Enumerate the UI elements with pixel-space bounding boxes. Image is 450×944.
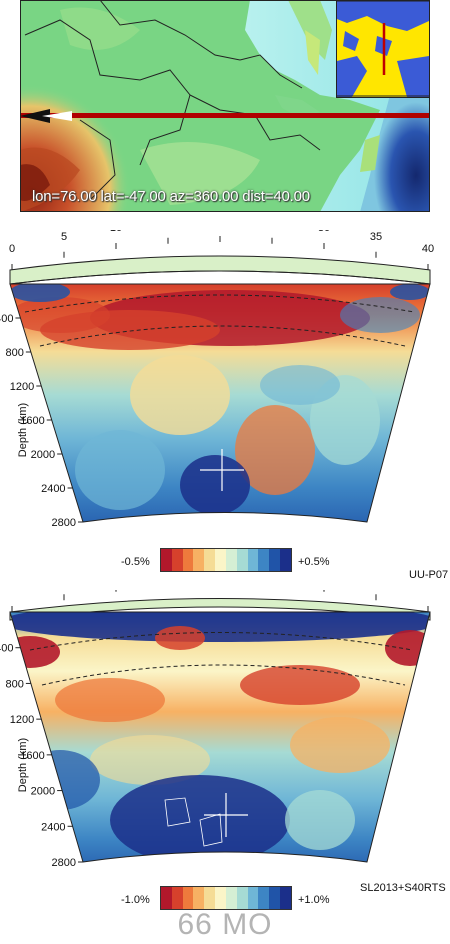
top-axis-tick: 40 — [422, 243, 434, 255]
top-axis-tick: 35 — [370, 231, 382, 243]
colorbar-swatch — [204, 549, 216, 571]
depth-tick-label: 2400 — [41, 483, 65, 495]
colorbar-1 — [160, 548, 292, 572]
depth-tick-label: 1600 — [20, 750, 44, 762]
colorbar-swatch — [236, 887, 248, 909]
inset-graphic — [337, 1, 429, 97]
colorbar-2 — [160, 886, 292, 910]
cross-section-2-graphic: 400 800 1200 1600 2000 2400 2800 Depth (km) — [0, 590, 431, 869]
depth-tick-label: 2000 — [31, 449, 55, 461]
depth-tick-label: 2800 — [52, 517, 76, 529]
map-caption: lon=76.00 lat=-47.00 az=360.00 dist=40.0… — [32, 188, 310, 205]
cross-section-1: 0510152025303540 40080012001600200024002… — [0, 230, 450, 560]
depth-tick-label: 2000 — [31, 786, 55, 798]
colorbar-swatch — [225, 887, 237, 909]
colorbar-swatch — [236, 549, 248, 571]
top-axis-tick: 0 — [9, 243, 15, 255]
profile-start-arrow-icon — [20, 109, 50, 123]
colorbar-swatch — [193, 549, 205, 571]
colorbar-swatch — [247, 549, 259, 571]
colorbar-swatch — [161, 887, 172, 909]
colorbar-swatch — [269, 887, 281, 909]
depth-tick-label: 2800 — [52, 857, 76, 869]
model-label-1: UU-P07 — [409, 569, 449, 581]
colorbar-swatch — [171, 549, 183, 571]
colorbar-2-min: -1.0% — [121, 894, 150, 906]
colorbar-swatch — [215, 549, 226, 571]
colorbar-swatch — [182, 887, 194, 909]
colorbar-swatch — [225, 549, 237, 571]
colorbar-swatch — [280, 549, 291, 571]
colorbar-swatch — [182, 549, 194, 571]
top-axis-tick: 10 — [110, 230, 122, 234]
footer-age-label: 66 MO — [177, 908, 273, 941]
colorbar-swatch — [280, 887, 291, 909]
model-label-2: SL2013+S40RTS — [360, 882, 446, 894]
depth-axis-label: Depth (km) — [17, 403, 29, 457]
depth-tick-label: 400 — [0, 313, 13, 325]
top-axis-tick: 30 — [318, 230, 330, 234]
cross-section-1-graphic: 0510152025303540 40080012001600200024002… — [0, 230, 434, 529]
colorbar-swatch — [258, 887, 270, 909]
depth-tick-label: 400 — [0, 643, 13, 655]
cross-section-2: 400 800 1200 1600 2000 2400 2800 Depth (km) — [0, 590, 450, 890]
profile-line — [20, 113, 430, 118]
depth-tick-label: 1600 — [20, 415, 44, 427]
colorbar-2-max: +1.0% — [298, 894, 330, 906]
depth-tick-label: 2400 — [41, 821, 65, 833]
inset-map — [336, 0, 430, 98]
depth-axis-label-2: Depth (km) — [17, 738, 29, 792]
colorbar-swatch — [258, 549, 270, 571]
colorbar-swatch — [161, 549, 172, 571]
depth-tick-label: 1200 — [10, 714, 34, 726]
colorbar-swatch — [204, 887, 216, 909]
colorbar-swatch — [269, 549, 281, 571]
depth-tick-label: 1200 — [10, 381, 34, 393]
colorbar-swatch — [193, 887, 205, 909]
colorbar-1-min: -0.5% — [121, 556, 150, 568]
colorbar-swatch — [247, 887, 259, 909]
colorbar-swatch — [215, 887, 226, 909]
colorbar-1-max: +0.5% — [298, 556, 330, 568]
colorbar-swatch — [171, 887, 183, 909]
depth-tick-label: 800 — [5, 347, 23, 359]
top-axis-tick: 5 — [61, 231, 67, 243]
depth-tick-label: 800 — [5, 678, 23, 690]
